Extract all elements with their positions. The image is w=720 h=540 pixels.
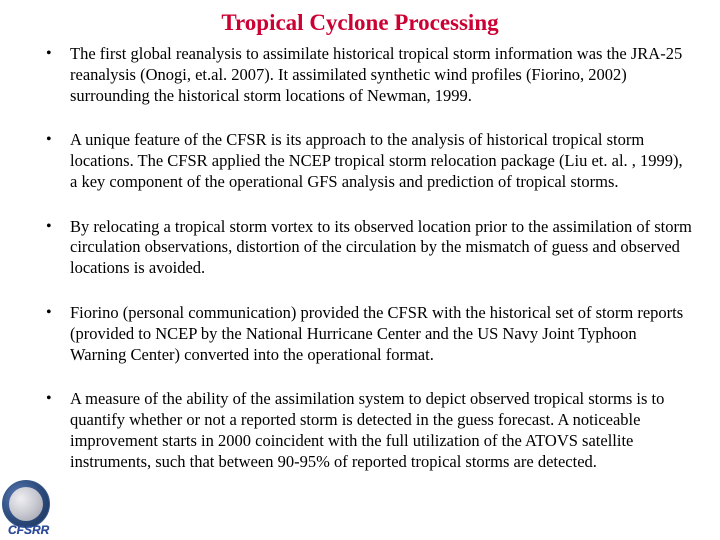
bullet-item: By relocating a tropical storm vortex to… — [40, 217, 692, 279]
bullet-item: A unique feature of the CFSR is its appr… — [40, 130, 692, 192]
cfsrr-logo: CFSRR — [2, 480, 58, 536]
bullet-item: The first global reanalysis to assimilat… — [40, 44, 692, 106]
logo-label: CFSRR — [8, 523, 49, 537]
bullet-list: The first global reanalysis to assimilat… — [40, 44, 692, 473]
page-title: Tropical Cyclone Processing — [0, 0, 720, 44]
bullet-item: Fiorino (personal communication) provide… — [40, 303, 692, 365]
slide-content: The first global reanalysis to assimilat… — [0, 44, 720, 473]
globe-icon — [2, 480, 50, 528]
bullet-item: A measure of the ability of the assimila… — [40, 389, 692, 472]
